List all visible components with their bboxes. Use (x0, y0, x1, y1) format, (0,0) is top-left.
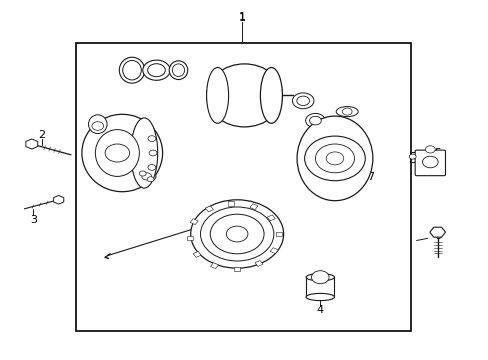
FancyBboxPatch shape (414, 150, 445, 176)
Circle shape (422, 156, 437, 168)
Circle shape (200, 207, 273, 261)
Bar (190, 219, 198, 225)
Circle shape (315, 144, 354, 173)
Circle shape (304, 136, 365, 181)
Text: 4: 4 (316, 305, 323, 315)
Bar (186, 236, 192, 240)
Circle shape (296, 96, 309, 105)
Circle shape (148, 136, 156, 141)
Ellipse shape (169, 61, 187, 80)
Circle shape (408, 154, 415, 159)
Text: 6: 6 (433, 231, 440, 241)
Bar (267, 215, 275, 221)
Ellipse shape (260, 68, 282, 123)
Circle shape (190, 200, 283, 268)
Ellipse shape (122, 60, 141, 80)
Text: 3: 3 (30, 215, 37, 225)
Bar (275, 232, 281, 236)
Ellipse shape (130, 118, 157, 188)
Circle shape (342, 108, 351, 115)
Bar (249, 204, 258, 210)
Text: 5: 5 (433, 148, 440, 158)
Circle shape (147, 64, 165, 77)
Bar (210, 263, 218, 269)
Ellipse shape (305, 274, 334, 281)
Circle shape (325, 152, 343, 165)
Text: 1: 1 (238, 12, 245, 22)
Ellipse shape (206, 68, 228, 123)
Bar (270, 248, 278, 254)
Circle shape (142, 173, 151, 180)
Circle shape (147, 177, 154, 182)
Ellipse shape (95, 130, 139, 176)
Circle shape (149, 150, 157, 156)
Circle shape (226, 226, 247, 242)
Circle shape (311, 271, 328, 284)
Ellipse shape (137, 171, 156, 182)
Ellipse shape (297, 116, 372, 201)
Circle shape (105, 144, 129, 162)
Bar (228, 201, 234, 206)
Circle shape (305, 113, 325, 128)
Circle shape (292, 93, 313, 109)
Ellipse shape (336, 107, 357, 117)
Bar (193, 251, 201, 257)
Circle shape (92, 122, 103, 130)
Ellipse shape (88, 115, 107, 134)
Text: 1: 1 (238, 13, 245, 23)
Circle shape (425, 146, 434, 153)
Ellipse shape (206, 64, 282, 127)
Bar (205, 206, 213, 212)
Ellipse shape (119, 57, 144, 83)
Circle shape (309, 116, 321, 125)
Text: 7: 7 (366, 172, 373, 182)
Circle shape (139, 171, 146, 176)
Circle shape (142, 60, 170, 80)
Bar (234, 267, 240, 271)
Text: 2: 2 (38, 130, 45, 140)
Bar (305, 277, 334, 297)
Circle shape (210, 214, 264, 254)
Ellipse shape (172, 64, 184, 77)
Bar (255, 261, 263, 266)
Ellipse shape (305, 293, 334, 301)
Ellipse shape (82, 114, 162, 192)
Circle shape (148, 165, 156, 170)
Bar (76, 43, 410, 331)
